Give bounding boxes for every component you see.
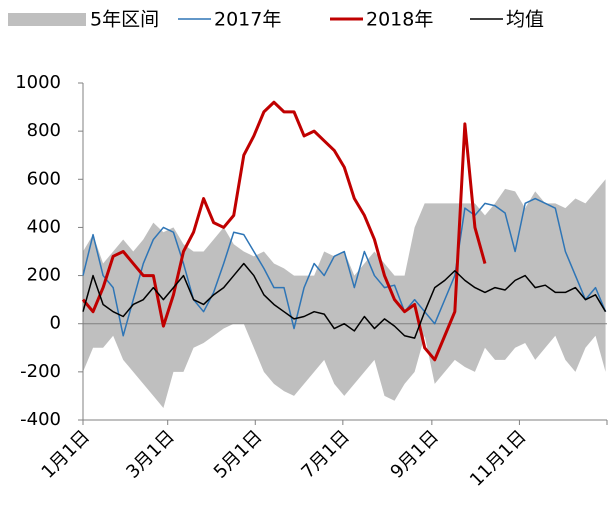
y-tick-label: 0 [50, 313, 61, 334]
legend-swatch [8, 13, 86, 26]
y-tick-label: -200 [20, 361, 61, 382]
x-tick-label: 11月1日 [466, 426, 531, 491]
x-tick-label: 9月1日 [386, 426, 443, 483]
legend-label: 2018年 [366, 9, 433, 31]
legend: 5年区间 2017年 2018年 均值 [8, 9, 544, 31]
range-band [83, 179, 606, 408]
y-tick-label: 800 [27, 120, 61, 141]
series-line [81, 100, 487, 362]
legend-label: 2017年 [214, 9, 281, 31]
series-line [82, 197, 607, 337]
x-tick-label: 3月1日 [122, 426, 179, 483]
y-tick-label: 400 [27, 216, 61, 237]
legend-label: 5年区间 [90, 9, 159, 31]
y-tick-label: 600 [27, 168, 61, 189]
plot-area: -400 -200 0 200 400 600 800 1000 1月1日 3月1日 5月1日 7月1… [15, 72, 608, 491]
y-tick-label: 1000 [15, 72, 61, 93]
x-tick-label: 5月1日 [210, 426, 267, 483]
x-tick-label: 1月1日 [38, 426, 95, 483]
y-tick-label: -400 [20, 409, 61, 430]
y-tick-label: 200 [27, 265, 61, 286]
legend-label: 均值 [506, 9, 544, 31]
x-tick-label: 7月1日 [297, 426, 354, 483]
series-line [82, 262, 607, 339]
